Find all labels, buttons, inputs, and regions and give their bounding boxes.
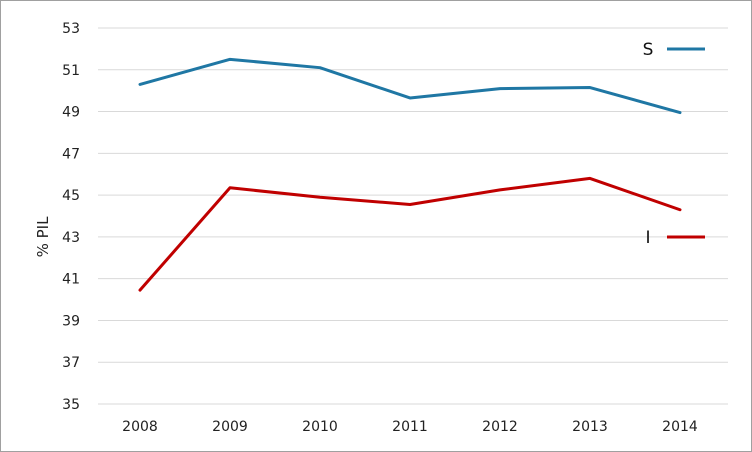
legend-label-S: S xyxy=(643,40,654,60)
y-axis-title: % PIL xyxy=(34,216,52,257)
gridlines xyxy=(98,27,728,405)
x-tick-label: 2012 xyxy=(482,419,518,435)
y-tick-label: 35 xyxy=(62,397,80,413)
x-tick-label: 2009 xyxy=(212,419,248,435)
series-line-S xyxy=(138,57,682,115)
legend: SI xyxy=(643,40,705,248)
y-tick-label: 39 xyxy=(62,313,80,329)
y-tick-label: 41 xyxy=(62,272,80,288)
y-tick-label: 45 xyxy=(62,188,80,204)
x-axis-tick-labels: 2008 2009 2010 2011 2012 2013 2014 xyxy=(122,419,698,435)
x-tick-label: 2013 xyxy=(572,419,608,435)
legend-label-I: I xyxy=(645,228,650,248)
x-tick-label: 2014 xyxy=(662,419,698,435)
series-lines xyxy=(138,57,682,292)
y-tick-label: 49 xyxy=(62,105,80,121)
x-tick-label: 2008 xyxy=(122,419,158,435)
y-tick-label: 37 xyxy=(62,355,80,371)
y-axis-tick-labels: 35 37 39 41 43 45 47 49 51 53 xyxy=(62,21,80,413)
y-tick-label: 43 xyxy=(62,230,80,246)
y-tick-label: 51 xyxy=(62,63,80,79)
y-tick-label: 47 xyxy=(62,146,80,162)
x-tick-label: 2010 xyxy=(302,419,338,435)
y-tick-label: 53 xyxy=(62,21,80,37)
x-tick-label: 2011 xyxy=(392,419,428,435)
